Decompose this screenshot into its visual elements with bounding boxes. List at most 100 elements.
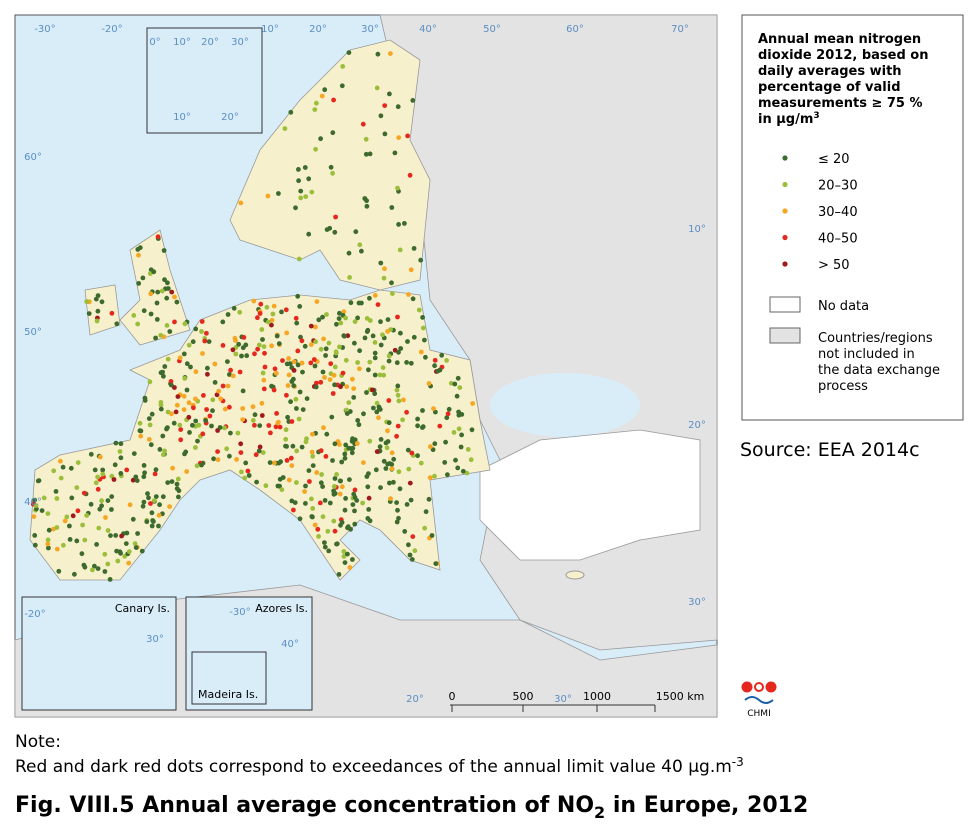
station-dot bbox=[155, 289, 161, 295]
station-dot bbox=[468, 457, 474, 463]
station-dot bbox=[102, 551, 108, 557]
station-dot bbox=[215, 457, 221, 463]
station-dot bbox=[190, 339, 196, 345]
station-dot bbox=[177, 355, 183, 361]
station-dot bbox=[327, 500, 333, 506]
station-dot bbox=[378, 342, 384, 348]
station-dot bbox=[350, 557, 355, 562]
station-dot bbox=[339, 459, 345, 465]
station-dot bbox=[274, 333, 280, 339]
station-dot bbox=[67, 523, 72, 529]
station-dot bbox=[162, 364, 168, 369]
legend-label: process bbox=[818, 379, 868, 394]
station-dot bbox=[442, 460, 448, 465]
station-dot bbox=[406, 292, 411, 297]
station-dot bbox=[318, 480, 324, 486]
station-dot bbox=[225, 383, 231, 389]
station-dot bbox=[241, 335, 247, 340]
station-dot bbox=[210, 408, 215, 414]
station-dot bbox=[236, 341, 242, 347]
station-dot bbox=[374, 449, 380, 454]
station-dot bbox=[360, 500, 365, 506]
station-dot bbox=[200, 431, 206, 437]
station-dot bbox=[302, 343, 308, 349]
station-dot bbox=[429, 533, 435, 538]
station-dot bbox=[173, 409, 179, 415]
station-dot bbox=[172, 319, 177, 325]
station-dot bbox=[418, 460, 424, 466]
station-dot bbox=[113, 440, 119, 446]
station-dot bbox=[363, 136, 369, 142]
station-dot bbox=[423, 509, 429, 515]
station-dot bbox=[324, 431, 330, 437]
station-dot bbox=[405, 447, 411, 453]
station-dot bbox=[352, 521, 358, 527]
station-dot bbox=[292, 500, 298, 505]
station-dot bbox=[256, 342, 262, 348]
legend-title: Annual mean nitrogen bbox=[758, 32, 921, 47]
graticule-label: 70° bbox=[671, 24, 689, 35]
station-dot bbox=[433, 561, 439, 566]
station-dot bbox=[155, 234, 161, 240]
station-dot bbox=[285, 383, 291, 388]
station-dot bbox=[184, 469, 190, 474]
station-dot bbox=[186, 414, 192, 420]
legend-swatch bbox=[782, 155, 788, 161]
station-dot bbox=[176, 494, 181, 500]
station-dot bbox=[316, 534, 321, 539]
station-dot bbox=[230, 347, 236, 353]
station-dot bbox=[321, 336, 326, 342]
station-dot bbox=[115, 558, 121, 564]
station-dot bbox=[95, 293, 101, 298]
station-dot bbox=[82, 537, 88, 543]
station-dot bbox=[266, 423, 272, 428]
station-dot bbox=[373, 467, 379, 473]
legend-swatch bbox=[769, 296, 801, 313]
station-dot bbox=[253, 452, 259, 458]
station-dot bbox=[377, 407, 383, 412]
station-dot bbox=[347, 477, 352, 482]
station-dot bbox=[405, 133, 410, 139]
station-dot bbox=[33, 503, 39, 508]
station-dot bbox=[139, 548, 145, 554]
station-dot bbox=[195, 438, 200, 444]
station-dot bbox=[407, 480, 413, 486]
station-dot bbox=[314, 470, 320, 475]
graticule-label: -20° bbox=[24, 609, 45, 620]
station-dot bbox=[319, 93, 325, 99]
legend-unit: in µg/m bbox=[758, 112, 813, 127]
station-dot bbox=[190, 422, 195, 428]
station-dot bbox=[422, 337, 427, 343]
station-dot bbox=[378, 319, 383, 325]
station-dot bbox=[186, 400, 192, 406]
station-dot bbox=[172, 294, 177, 300]
station-dot bbox=[389, 462, 395, 467]
scale-label: 1000 bbox=[583, 690, 611, 703]
station-dot bbox=[136, 252, 141, 258]
station-dot bbox=[299, 444, 305, 450]
station-dot bbox=[94, 318, 100, 324]
station-dot bbox=[415, 453, 420, 459]
station-dot bbox=[62, 518, 68, 524]
station-dot bbox=[310, 514, 315, 520]
legend-label: No data bbox=[818, 299, 869, 314]
station-dot bbox=[428, 444, 433, 450]
legend-label: 40–50 bbox=[818, 232, 858, 247]
station-dot bbox=[300, 407, 306, 412]
station-dot bbox=[131, 451, 137, 456]
station-dot bbox=[366, 471, 371, 476]
station-dot bbox=[313, 146, 318, 152]
station-dot bbox=[45, 541, 51, 547]
station-dot bbox=[385, 439, 391, 444]
station-dot bbox=[146, 495, 151, 501]
station-dot bbox=[320, 484, 325, 489]
station-dot bbox=[314, 100, 319, 106]
station-dot bbox=[160, 433, 166, 439]
station-dot bbox=[408, 497, 414, 503]
station-dot bbox=[325, 528, 331, 534]
station-dot bbox=[134, 478, 140, 483]
station-dot bbox=[317, 500, 323, 506]
station-dot bbox=[308, 342, 314, 347]
